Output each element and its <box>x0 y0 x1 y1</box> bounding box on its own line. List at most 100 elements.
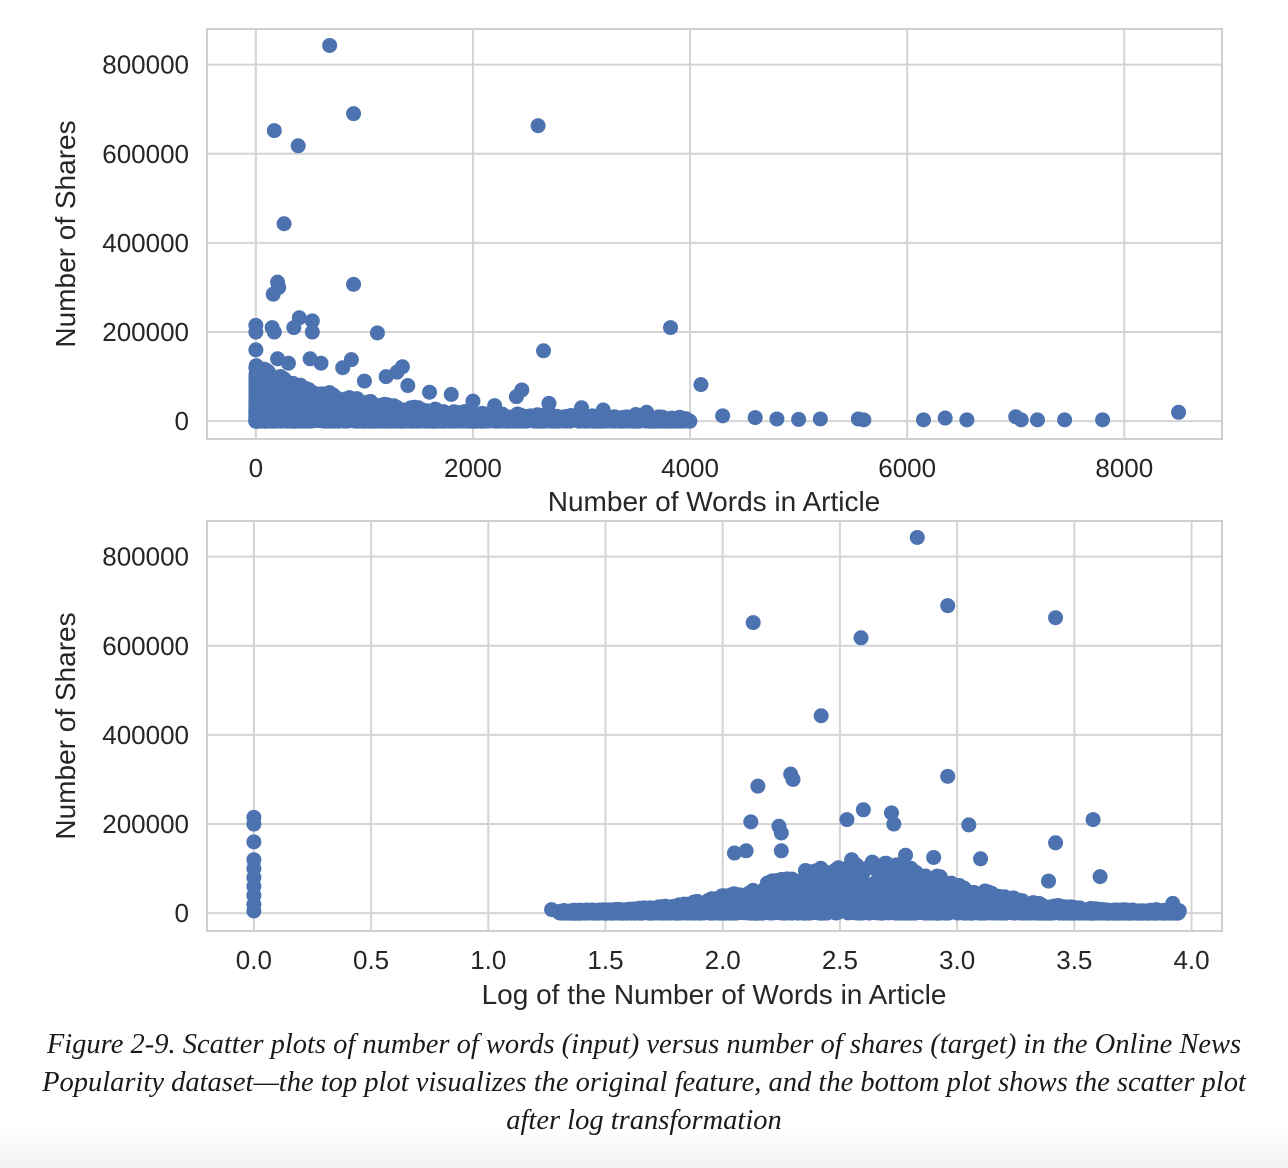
data-point <box>302 351 318 367</box>
data-point <box>262 413 278 429</box>
data-point <box>743 814 759 830</box>
data-point <box>508 389 524 405</box>
data-point <box>891 863 907 879</box>
data-point <box>653 413 669 429</box>
bottom-y-ticks: 0 200000 400000 600000 800000 <box>102 542 189 929</box>
y-tick-label: 400000 <box>102 720 189 750</box>
data-point <box>1148 902 1164 918</box>
data-point <box>265 286 281 302</box>
x-tick-label: 0.5 <box>353 945 389 975</box>
data-point <box>434 411 450 427</box>
x-tick-label: 0.0 <box>236 945 272 975</box>
data-point <box>346 106 362 122</box>
data-point <box>777 904 793 920</box>
data-point <box>346 276 362 292</box>
bottom-points <box>246 529 1187 921</box>
data-point <box>663 320 679 336</box>
data-point <box>266 324 282 340</box>
data-point <box>276 216 292 232</box>
data-point <box>867 875 883 891</box>
data-point <box>248 369 264 385</box>
data-point <box>906 897 922 913</box>
data-point <box>1048 835 1064 851</box>
data-point <box>322 37 338 53</box>
data-point <box>530 118 546 134</box>
data-point <box>1046 901 1062 917</box>
x-tick-label: 8000 <box>1095 453 1153 483</box>
data-point <box>291 310 307 326</box>
data-point <box>378 369 394 385</box>
data-point <box>714 905 730 921</box>
top-plot-area <box>206 28 1223 440</box>
data-point <box>964 905 980 921</box>
data-point <box>551 413 567 429</box>
x-tick-label: 2.0 <box>705 945 741 975</box>
data-point <box>757 900 773 916</box>
data-point <box>747 410 763 426</box>
data-point <box>939 905 955 921</box>
x-tick-label: 4000 <box>661 453 719 483</box>
y-tick-label: 0 <box>175 406 189 436</box>
data-point <box>806 871 822 887</box>
data-point <box>595 402 611 418</box>
data-point <box>574 400 590 416</box>
bottom-chart: 0 200000 400000 600000 800000 0.0 0.5 1.0 1.5 2.… <box>50 520 1223 1010</box>
data-point <box>852 884 868 900</box>
data-point <box>585 412 601 428</box>
data-point <box>1095 412 1111 428</box>
top-chart: 0 200000 400000 600000 800000 0 2000 4000 6000 8… <box>50 28 1223 517</box>
data-point <box>400 378 416 394</box>
data-point <box>959 412 975 428</box>
data-point <box>917 901 933 917</box>
data-point <box>388 401 404 417</box>
data-point <box>335 360 351 376</box>
top-points <box>248 37 1187 429</box>
data-point <box>953 884 969 900</box>
x-tick-label: 3.5 <box>1056 945 1092 975</box>
data-point <box>308 412 324 428</box>
data-point <box>680 896 696 912</box>
data-point <box>1034 897 1050 913</box>
data-point <box>834 878 850 894</box>
data-point <box>856 412 872 428</box>
data-point <box>776 875 792 891</box>
data-point <box>246 834 262 850</box>
data-point <box>693 377 709 393</box>
data-point <box>726 845 742 861</box>
data-point <box>1097 905 1113 921</box>
data-point <box>248 342 264 358</box>
data-point <box>785 771 801 787</box>
data-point <box>330 413 346 429</box>
data-point <box>791 411 807 427</box>
data-point <box>869 863 885 879</box>
data-point <box>334 398 350 414</box>
data-point <box>682 413 698 429</box>
data-point <box>541 395 557 411</box>
data-point <box>877 890 893 906</box>
data-point <box>740 905 756 921</box>
bottom-x-ticks: 0.0 0.5 1.0 1.5 2.0 2.5 3.0 3.5 4.0 <box>236 945 1210 975</box>
data-point <box>769 411 785 427</box>
y-tick-label: 400000 <box>102 228 189 258</box>
data-point <box>536 343 552 359</box>
data-point <box>1113 903 1129 919</box>
data-point <box>937 410 953 426</box>
data-point <box>1013 412 1029 428</box>
figure: 0 200000 400000 600000 800000 0 2000 4000 6000 8… <box>50 28 1223 1010</box>
data-point <box>487 398 503 414</box>
data-point <box>745 882 761 898</box>
data-point <box>621 903 637 919</box>
data-point <box>840 904 856 920</box>
data-point <box>844 852 860 868</box>
data-point <box>977 883 993 899</box>
data-point <box>290 138 306 154</box>
data-point <box>813 708 829 724</box>
data-point <box>1048 610 1064 626</box>
data-point <box>839 812 855 828</box>
data-point <box>533 411 549 427</box>
data-point <box>304 313 320 329</box>
y-tick-label: 800000 <box>102 50 189 80</box>
data-point <box>505 412 521 428</box>
data-point <box>1041 873 1057 889</box>
x-tick-label: 2.5 <box>822 945 858 975</box>
